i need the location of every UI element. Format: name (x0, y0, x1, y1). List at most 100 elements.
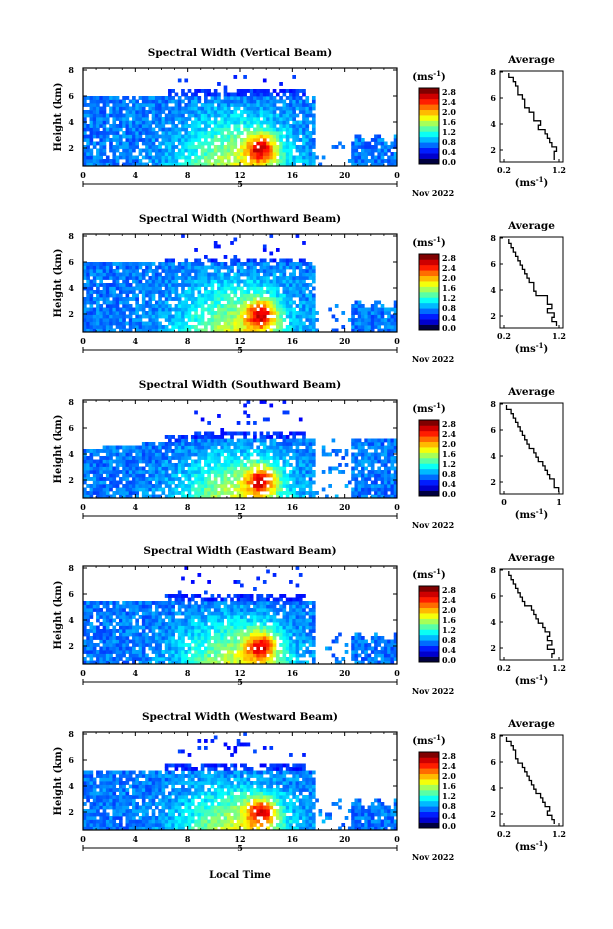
heatmap-cell (194, 110, 198, 114)
heatmap-cell (148, 629, 153, 633)
heatmap-cell (105, 286, 110, 291)
heatmap-cell (279, 96, 283, 100)
heatmap-cell (89, 162, 94, 167)
panel-title: Spectral Width (Vertical Beam) (148, 47, 332, 59)
heatmap-cell (115, 445, 120, 450)
heatmap-cell (377, 466, 382, 471)
heatmap-cell (141, 622, 146, 626)
heatmap-cell (233, 487, 238, 492)
heatmap-cell (168, 604, 172, 609)
heatmap-cell (171, 272, 175, 277)
heatmap-cell (285, 283, 290, 287)
heatmap-cell (86, 127, 90, 132)
heatmap-cell (115, 470, 120, 474)
heatmap-cell (135, 311, 139, 315)
heatmap-cell (275, 286, 280, 291)
heatmap-cell (243, 325, 247, 329)
heatmap-cell (282, 410, 287, 415)
heatmap-cell (115, 159, 120, 163)
heatmap-cell (236, 491, 241, 495)
heatmap-cell (187, 272, 192, 277)
heatmap-cell (161, 601, 166, 605)
heatmap-cell (207, 318, 211, 322)
heatmap-cell (210, 265, 215, 270)
heatmap-cell (292, 75, 296, 79)
heatmap-cell (164, 452, 169, 457)
heatmap-cell (89, 307, 94, 312)
heatmap-cell (200, 162, 205, 167)
heatmap-cell (302, 117, 306, 121)
heatmap-cell (285, 89, 290, 93)
heatmap-cell (174, 639, 179, 644)
heatmap-cell (377, 325, 382, 329)
heatmap-cell (259, 269, 264, 273)
heatmap-cell (102, 293, 107, 298)
heatmap-cell (259, 307, 264, 312)
heatmap-cell (148, 131, 153, 135)
heatmap-cell (148, 473, 153, 478)
heatmap-cell (154, 646, 159, 651)
heatmap-cell (289, 286, 293, 291)
heatmap-cell (275, 92, 280, 97)
heatmap-cell (236, 276, 241, 280)
colorbar-tick-label: 2.4 (442, 263, 456, 273)
heatmap-cell (275, 113, 280, 118)
heatmap-cell (266, 106, 270, 111)
heatmap-cell (226, 265, 231, 270)
heatmap-cell (393, 152, 398, 156)
heatmap-cell (187, 265, 192, 270)
heatmap-cell (243, 162, 247, 167)
heatmap-cell (105, 466, 110, 471)
heatmap-cell (302, 431, 306, 436)
heatmap-cell (154, 318, 159, 322)
heatmap-cell (226, 300, 231, 305)
heatmap-cell (233, 113, 238, 118)
heatmap-cell (393, 442, 398, 446)
heatmap-cell (105, 276, 110, 280)
heatmap-cell (145, 145, 149, 149)
heatmap-cell (118, 318, 123, 322)
heatmap-cell (308, 307, 313, 312)
heatmap-cell (249, 293, 254, 298)
heatmap-cell (125, 304, 130, 308)
heatmap-cell (190, 92, 195, 97)
heatmap-cell (380, 304, 385, 308)
heatmap-cell (86, 113, 90, 118)
heatmap-cell (154, 131, 159, 135)
heatmap-cell (154, 636, 159, 640)
heatmap-cell (105, 311, 110, 315)
heatmap-cell (105, 470, 110, 474)
heatmap-cell (305, 452, 310, 457)
heatmap-cell (184, 470, 189, 474)
heatmap-cell (83, 601, 87, 605)
heatmap-cell (194, 466, 198, 471)
heatmap-cell (207, 463, 211, 467)
heatmap-cell (197, 96, 202, 100)
heatmap-cell (311, 269, 316, 273)
heatmap-cell (275, 283, 280, 287)
heatmap-cell (109, 473, 113, 478)
heatmap-cell (174, 314, 179, 319)
heatmap-cell (105, 127, 110, 132)
heatmap-cell (161, 152, 166, 156)
heatmap-cell (168, 272, 172, 277)
heatmap-cell (354, 466, 359, 471)
heatmap-cell (105, 494, 110, 499)
heatmap-cell (86, 494, 90, 499)
heatmap-cell (109, 269, 113, 273)
heatmap-cell (138, 106, 143, 111)
heatmap-cell (204, 283, 208, 287)
heatmap-cell (132, 653, 136, 658)
heatmap-cell (357, 445, 362, 450)
heatmap-cell (122, 148, 126, 153)
colorbar-tick-label: 0.0 (442, 489, 456, 499)
heatmap-cell (190, 283, 195, 287)
heatmap-cell (89, 134, 94, 139)
heatmap-cell (213, 487, 218, 492)
heatmap-cell (262, 272, 267, 277)
heatmap-cell (226, 127, 231, 132)
heatmap-cell (184, 265, 189, 270)
heatmap-cell (168, 290, 172, 294)
heatmap-cell (311, 442, 316, 446)
heatmap-cell (105, 660, 110, 665)
